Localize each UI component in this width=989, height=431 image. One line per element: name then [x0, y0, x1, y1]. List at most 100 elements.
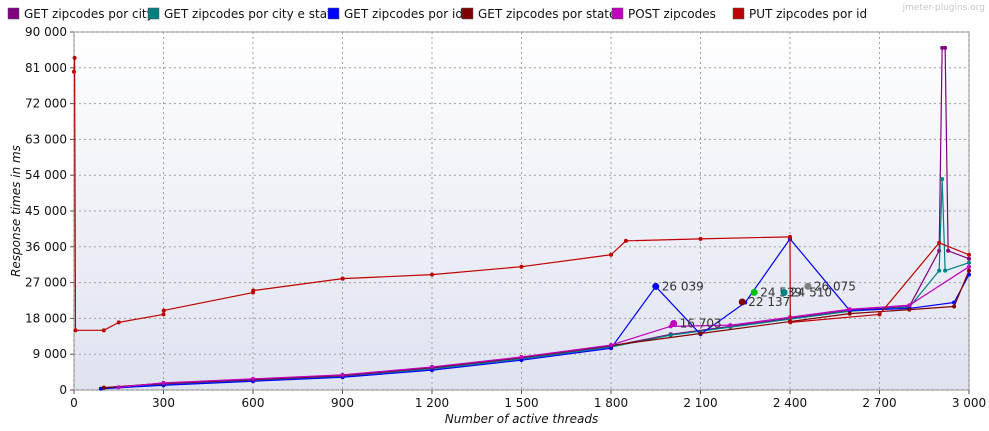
legend-entry: GET zipcodes por city	[24, 7, 154, 21]
legend-entry: POST zipcodes	[628, 7, 716, 21]
point-label: 26 075	[814, 279, 856, 293]
label-marker	[780, 289, 788, 297]
data-point	[609, 346, 613, 351]
x-tick-label: 0	[70, 396, 78, 410]
y-tick-label: 36 000	[25, 240, 67, 254]
data-point	[937, 248, 942, 253]
data-point	[430, 368, 434, 373]
label-marker	[652, 282, 660, 290]
y-tick-label: 9 000	[33, 347, 67, 361]
legend-entry: GET zipcodes por state	[478, 7, 616, 21]
y-tick-label: 81 000	[25, 61, 67, 75]
legend-swatch	[611, 7, 624, 20]
x-tick-label: 600	[242, 396, 265, 410]
data-point	[943, 45, 948, 50]
data-point	[519, 264, 524, 269]
legend-entry: PUT zipcodes por id	[749, 7, 867, 21]
x-tick-label: 3 000	[952, 396, 986, 410]
series-group	[72, 45, 971, 391]
x-tick-label: 300	[152, 396, 175, 410]
data-point	[943, 268, 948, 273]
data-point	[609, 252, 613, 257]
data-point	[698, 331, 703, 336]
x-tick-label: 2 700	[862, 396, 896, 410]
label-marker	[670, 320, 678, 328]
legend-entry: GET zipcodes por city e state	[164, 7, 339, 21]
label-marker	[738, 298, 746, 306]
legend-swatch	[7, 7, 20, 20]
data-point	[251, 376, 255, 381]
point-label: 16 703	[680, 317, 722, 331]
y-tick-label: 54 000	[25, 168, 67, 182]
y-axis: 0 9 000 18 000 27 000 36 000 45 000 54 000 63 0…	[25, 25, 74, 397]
data-point	[967, 256, 971, 261]
data-point	[116, 385, 121, 390]
data-point	[668, 333, 673, 338]
data-point	[937, 268, 942, 273]
legend-swatch	[147, 7, 160, 20]
legend: GET zipcodes por city GET zipcodes por ci…	[7, 7, 867, 21]
data-point	[623, 238, 628, 243]
data-point	[946, 248, 951, 253]
point-label: 26 039	[662, 279, 704, 293]
data-point	[788, 234, 792, 239]
data-point	[952, 304, 957, 309]
x-tick-label: 2 400	[773, 396, 807, 410]
data-point	[940, 177, 945, 182]
legend-swatch	[461, 7, 474, 20]
data-point	[340, 372, 345, 377]
label-marker	[750, 288, 758, 296]
legend-swatch	[327, 7, 340, 20]
x-axis-title: Number of active threads	[445, 412, 599, 426]
data-point	[101, 385, 106, 390]
legend-swatch	[732, 7, 745, 20]
legend-entry: GET zipcodes por id	[344, 7, 463, 21]
data-point	[788, 320, 793, 325]
y-tick-label: 18 000	[25, 311, 67, 325]
y-tick-label: 27 000	[25, 276, 67, 290]
x-axis: 0 300 600 900 1 200 1 500 1 800 2 100 2 400 2 700…	[70, 390, 986, 410]
data-point	[430, 272, 434, 277]
x-tick-label: 1 500	[504, 396, 538, 410]
data-point	[251, 288, 256, 293]
data-point	[967, 252, 971, 257]
data-point	[907, 307, 912, 312]
label-marker	[804, 282, 812, 290]
data-point	[728, 323, 733, 328]
data-point	[967, 260, 971, 265]
y-tick-label: 90 000	[25, 25, 67, 39]
data-point	[519, 358, 524, 363]
data-point	[72, 55, 77, 60]
x-tick-label: 900	[331, 396, 354, 410]
data-point	[937, 240, 942, 245]
x-tick-label: 1 800	[594, 396, 628, 410]
data-point	[430, 364, 434, 369]
data-point	[340, 276, 345, 281]
data-point	[519, 354, 524, 359]
data-point	[698, 236, 703, 241]
data-point	[73, 328, 78, 333]
y-tick-label: 63 000	[25, 132, 67, 146]
data-point	[116, 320, 121, 325]
y-tick-label: 0	[59, 383, 67, 397]
grid	[73, 31, 970, 391]
data-point	[940, 45, 945, 50]
y-tick-label: 45 000	[25, 204, 67, 218]
y-axis-title: Response times in ms	[9, 145, 23, 277]
data-point	[161, 380, 166, 385]
watermark: jmeter-plugins.org	[902, 3, 985, 13]
data-point	[907, 303, 912, 308]
data-point	[161, 308, 166, 313]
data-point	[101, 328, 106, 333]
data-point	[967, 264, 971, 269]
x-tick-label: 2 100	[683, 396, 717, 410]
data-point	[877, 312, 882, 317]
y-tick-label: 72 000	[25, 97, 67, 111]
data-point	[72, 69, 76, 74]
point-label: 22 137	[748, 295, 790, 309]
data-point	[847, 307, 852, 312]
data-point	[161, 312, 166, 317]
